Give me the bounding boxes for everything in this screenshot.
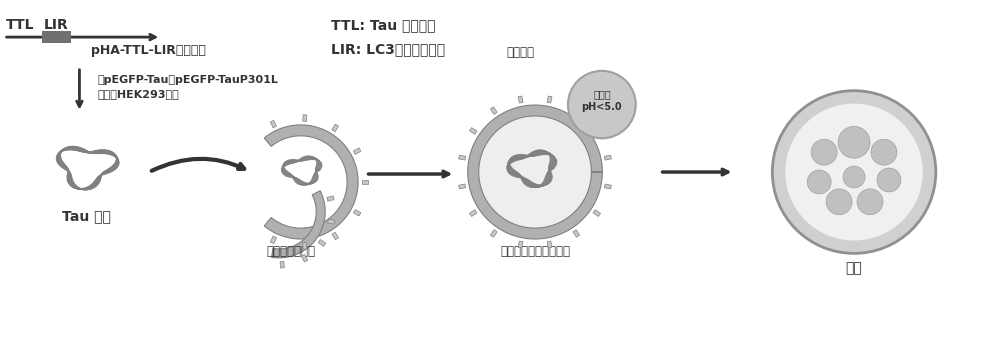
- Circle shape: [826, 189, 852, 215]
- Circle shape: [838, 126, 870, 158]
- Bar: [573, 107, 580, 114]
- Bar: [301, 255, 308, 262]
- Text: LIR: LC3相互作用序列: LIR: LC3相互作用序列: [331, 42, 445, 56]
- Bar: [547, 241, 552, 248]
- Bar: [490, 230, 497, 237]
- Circle shape: [811, 139, 837, 165]
- Bar: [303, 115, 307, 121]
- Bar: [353, 148, 361, 154]
- Bar: [42, 31, 71, 43]
- Bar: [470, 127, 477, 134]
- Bar: [328, 219, 335, 224]
- Text: Tau 蛋白: Tau 蛋白: [62, 210, 111, 224]
- Bar: [353, 210, 361, 216]
- Bar: [270, 236, 276, 244]
- Text: TTL: TTL: [5, 18, 34, 32]
- Circle shape: [871, 139, 897, 165]
- Text: 与pEGFP-Tau或pEGFP-TauP301L
共转染HEK293细胞: 与pEGFP-Tau或pEGFP-TauP301L 共转染HEK293细胞: [97, 75, 278, 99]
- Circle shape: [479, 116, 591, 228]
- Circle shape: [877, 168, 901, 192]
- Bar: [593, 210, 601, 216]
- Bar: [518, 241, 523, 248]
- Bar: [318, 240, 326, 246]
- Text: 自噬小体与溶酶体融合: 自噬小体与溶酶体融合: [500, 245, 570, 258]
- Bar: [604, 184, 611, 189]
- Text: 溶酶体
pH<5.0: 溶酶体 pH<5.0: [582, 89, 622, 112]
- Bar: [303, 242, 307, 249]
- Polygon shape: [264, 125, 358, 239]
- Circle shape: [807, 170, 831, 194]
- Bar: [270, 120, 276, 128]
- Text: pHA-TTL-LIR表达质粒: pHA-TTL-LIR表达质粒: [91, 44, 206, 57]
- Bar: [327, 196, 334, 201]
- Bar: [593, 127, 601, 134]
- Bar: [459, 184, 466, 189]
- Polygon shape: [468, 105, 602, 239]
- Bar: [490, 107, 497, 114]
- Bar: [604, 155, 611, 160]
- Text: LIR: LIR: [44, 18, 69, 32]
- Circle shape: [843, 166, 865, 188]
- Circle shape: [772, 91, 936, 253]
- Bar: [547, 96, 552, 103]
- Bar: [332, 232, 339, 240]
- Text: 降解: 降解: [846, 261, 862, 275]
- Circle shape: [857, 189, 883, 215]
- Bar: [459, 155, 466, 160]
- Text: 自噬小体: 自噬小体: [506, 46, 534, 59]
- Circle shape: [568, 71, 636, 138]
- Text: TTL: Tau 蛋白配体: TTL: Tau 蛋白配体: [331, 18, 435, 32]
- Bar: [518, 96, 523, 103]
- Polygon shape: [272, 191, 325, 258]
- Bar: [362, 180, 368, 184]
- Text: 自噬小体的形成: 自噬小体的形成: [266, 245, 315, 258]
- Bar: [280, 261, 284, 268]
- Circle shape: [785, 104, 923, 240]
- Bar: [573, 230, 580, 237]
- Bar: [332, 124, 339, 132]
- Bar: [470, 210, 477, 216]
